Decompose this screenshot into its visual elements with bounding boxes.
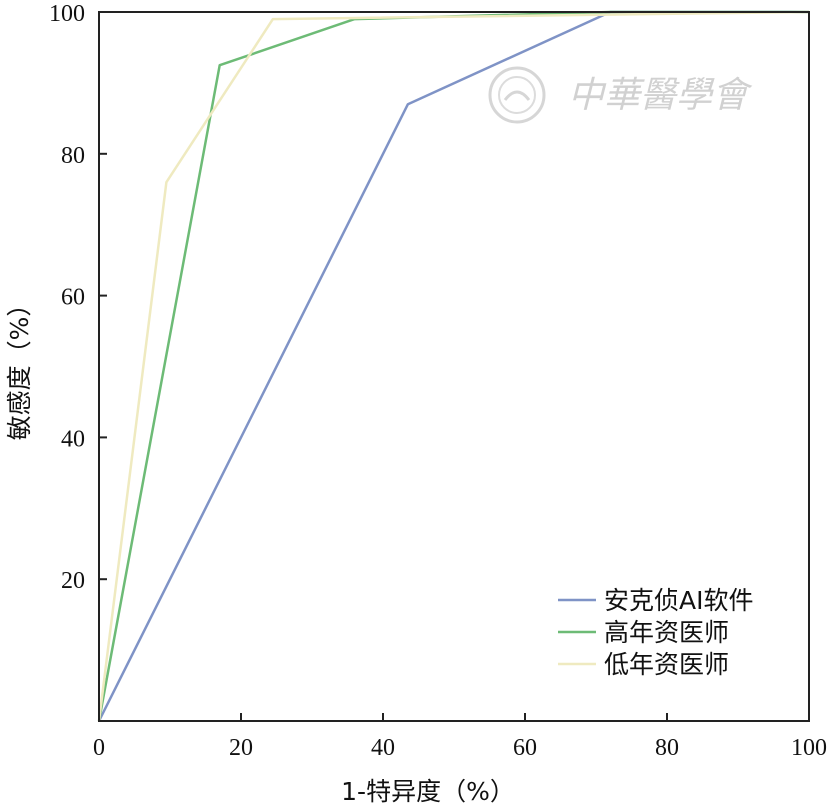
y-axis-title: 敏感度（%）	[5, 292, 34, 441]
plot-frame	[98, 11, 810, 722]
watermark-seal-icon	[488, 66, 546, 124]
x-axis-title: 1-特异度（%）	[341, 777, 515, 806]
x-tick-label: 100	[791, 735, 827, 761]
x-tick-label: 0	[93, 735, 105, 761]
x-tick-label: 60	[513, 735, 537, 761]
y-tick-label: 60	[61, 285, 85, 311]
watermark-text: 中華醫學會	[568, 75, 753, 116]
legend-label-2: 高年资医师	[604, 618, 729, 647]
y-tick-label: 20	[61, 568, 85, 594]
y-tick-label: 100	[49, 1, 85, 27]
x-tick-label: 80	[655, 735, 679, 761]
watermark: 中華醫學會	[488, 66, 753, 124]
y-axis: 20 40 60 80 100	[49, 1, 107, 594]
x-tick-label: 20	[229, 735, 253, 761]
y-tick-label: 80	[61, 143, 85, 169]
series-line-3	[97, 10, 810, 722]
x-axis: 0 20 40 60 80 100	[93, 713, 827, 761]
legend-label-3: 低年资医师	[604, 650, 729, 679]
y-tick-label: 40	[61, 426, 85, 452]
legend-label-1: 安克侦AI软件	[604, 586, 753, 615]
x-tick-label: 40	[371, 735, 395, 761]
